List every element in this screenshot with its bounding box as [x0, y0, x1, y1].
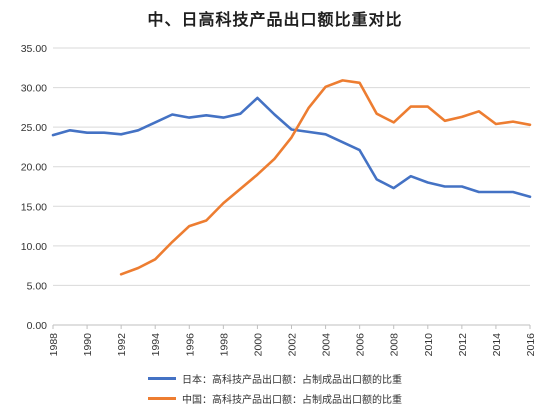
data-point-china — [461, 116, 463, 118]
y-tick-label: 5.00 — [27, 280, 48, 292]
chart-title: 中、日高科技产品出口额比重对比 — [147, 10, 403, 29]
series-line-china — [119, 79, 532, 276]
data-point-china — [239, 188, 241, 190]
data-point-japan — [290, 128, 292, 130]
legend-item-china: 中国：高科技产品出口额：占制成品出口额的比重 — [148, 390, 508, 406]
data-point-japan — [239, 112, 241, 114]
x-tick-label: 2016 — [525, 333, 537, 357]
data-point-japan — [120, 133, 122, 135]
data-point-china — [427, 105, 429, 107]
data-point-china — [120, 273, 122, 275]
data-point-china — [444, 120, 446, 122]
y-axis: 0.00 5.00 10.00 15.00 20.00 25.00 30.00 35.00 — [21, 43, 47, 332]
data-point-china — [154, 258, 156, 260]
x-tick-label: 2012 — [457, 333, 469, 357]
data-point-japan — [52, 134, 54, 136]
data-point-china — [188, 225, 190, 227]
series-line-japan — [51, 96, 532, 199]
data-point-china — [205, 219, 207, 221]
legend-label-japan: 日本：高科技产品出口额：占制成品出口额的比重 — [182, 374, 402, 386]
data-point-japan — [307, 131, 309, 133]
data-point-china — [393, 121, 395, 123]
data-point-japan — [495, 191, 497, 193]
data-point-japan — [461, 185, 463, 187]
data-point-china — [375, 112, 377, 114]
x-tick-label: 1998 — [218, 333, 230, 357]
data-point-china — [256, 173, 258, 175]
x-tick-label: 2000 — [252, 333, 264, 357]
y-tick-label: 10.00 — [21, 241, 47, 253]
x-tick-label: 1994 — [150, 333, 162, 357]
x-tick-label: 2010 — [423, 333, 435, 357]
y-tick-label: 25.00 — [21, 122, 47, 134]
data-point-japan — [69, 129, 71, 131]
data-point-china — [171, 241, 173, 243]
data-point-japan — [444, 185, 446, 187]
data-point-japan — [188, 116, 190, 118]
data-point-china — [512, 120, 514, 122]
data-point-japan — [393, 187, 395, 189]
data-point-japan — [341, 141, 343, 143]
x-tick-label: 1990 — [82, 333, 94, 357]
data-point-china — [324, 86, 326, 88]
x-tick-label: 2004 — [321, 333, 333, 357]
data-point-japan — [171, 113, 173, 115]
x-axis: 1988 1990 1992 1994 1996 1998 2000 2002 2004 2006… — [48, 325, 537, 356]
data-point-japan — [103, 131, 105, 133]
data-point-china — [358, 82, 360, 84]
data-point-japan — [512, 191, 514, 193]
data-point-japan — [205, 114, 207, 116]
data-point-china — [495, 123, 497, 125]
data-point-china — [137, 267, 139, 269]
data-point-japan — [256, 97, 258, 99]
x-tick-label: 1988 — [48, 333, 60, 357]
data-point-china — [341, 79, 343, 81]
legend-label-china: 中国：高科技产品出口额：占制成品出口额的比重 — [182, 394, 402, 406]
y-tick-label: 15.00 — [21, 201, 47, 213]
data-point-japan — [427, 181, 429, 183]
data-point-china — [222, 202, 224, 204]
data-point-china — [273, 158, 275, 160]
data-point-japan — [410, 175, 412, 177]
data-point-japan — [529, 196, 531, 198]
x-tick-label: 1992 — [116, 333, 128, 357]
data-point-japan — [222, 116, 224, 118]
legend-swatch-china — [148, 396, 176, 400]
data-point-japan — [358, 149, 360, 151]
x-tick-label: 2014 — [491, 333, 503, 357]
data-point-china — [478, 110, 480, 112]
data-point-japan — [154, 121, 156, 123]
data-point-japan — [273, 113, 275, 115]
y-tick-label: 0.00 — [27, 320, 48, 332]
y-tick-label: 35.00 — [21, 43, 47, 55]
data-point-china — [290, 136, 292, 138]
data-point-japan — [375, 178, 377, 180]
y-tick-label: 20.00 — [21, 162, 47, 174]
data-point-china — [410, 105, 412, 107]
data-point-japan — [86, 131, 88, 133]
data-point-china — [307, 107, 309, 109]
x-tick-label: 2002 — [287, 333, 299, 357]
data-point-japan — [324, 133, 326, 135]
x-tick-label: 1996 — [184, 333, 196, 357]
legend-item-japan: 日本：高科技产品出口额：占制成品出口额的比重 — [148, 370, 508, 386]
x-tick-label: 2008 — [389, 333, 401, 357]
legend-swatch-japan — [148, 376, 176, 380]
data-point-japan — [478, 191, 480, 193]
data-point-china — [529, 124, 531, 126]
x-tick-label: 2006 — [355, 333, 367, 357]
data-point-japan — [137, 129, 139, 131]
series-layer — [51, 79, 532, 276]
y-tick-label: 30.00 — [21, 83, 47, 95]
